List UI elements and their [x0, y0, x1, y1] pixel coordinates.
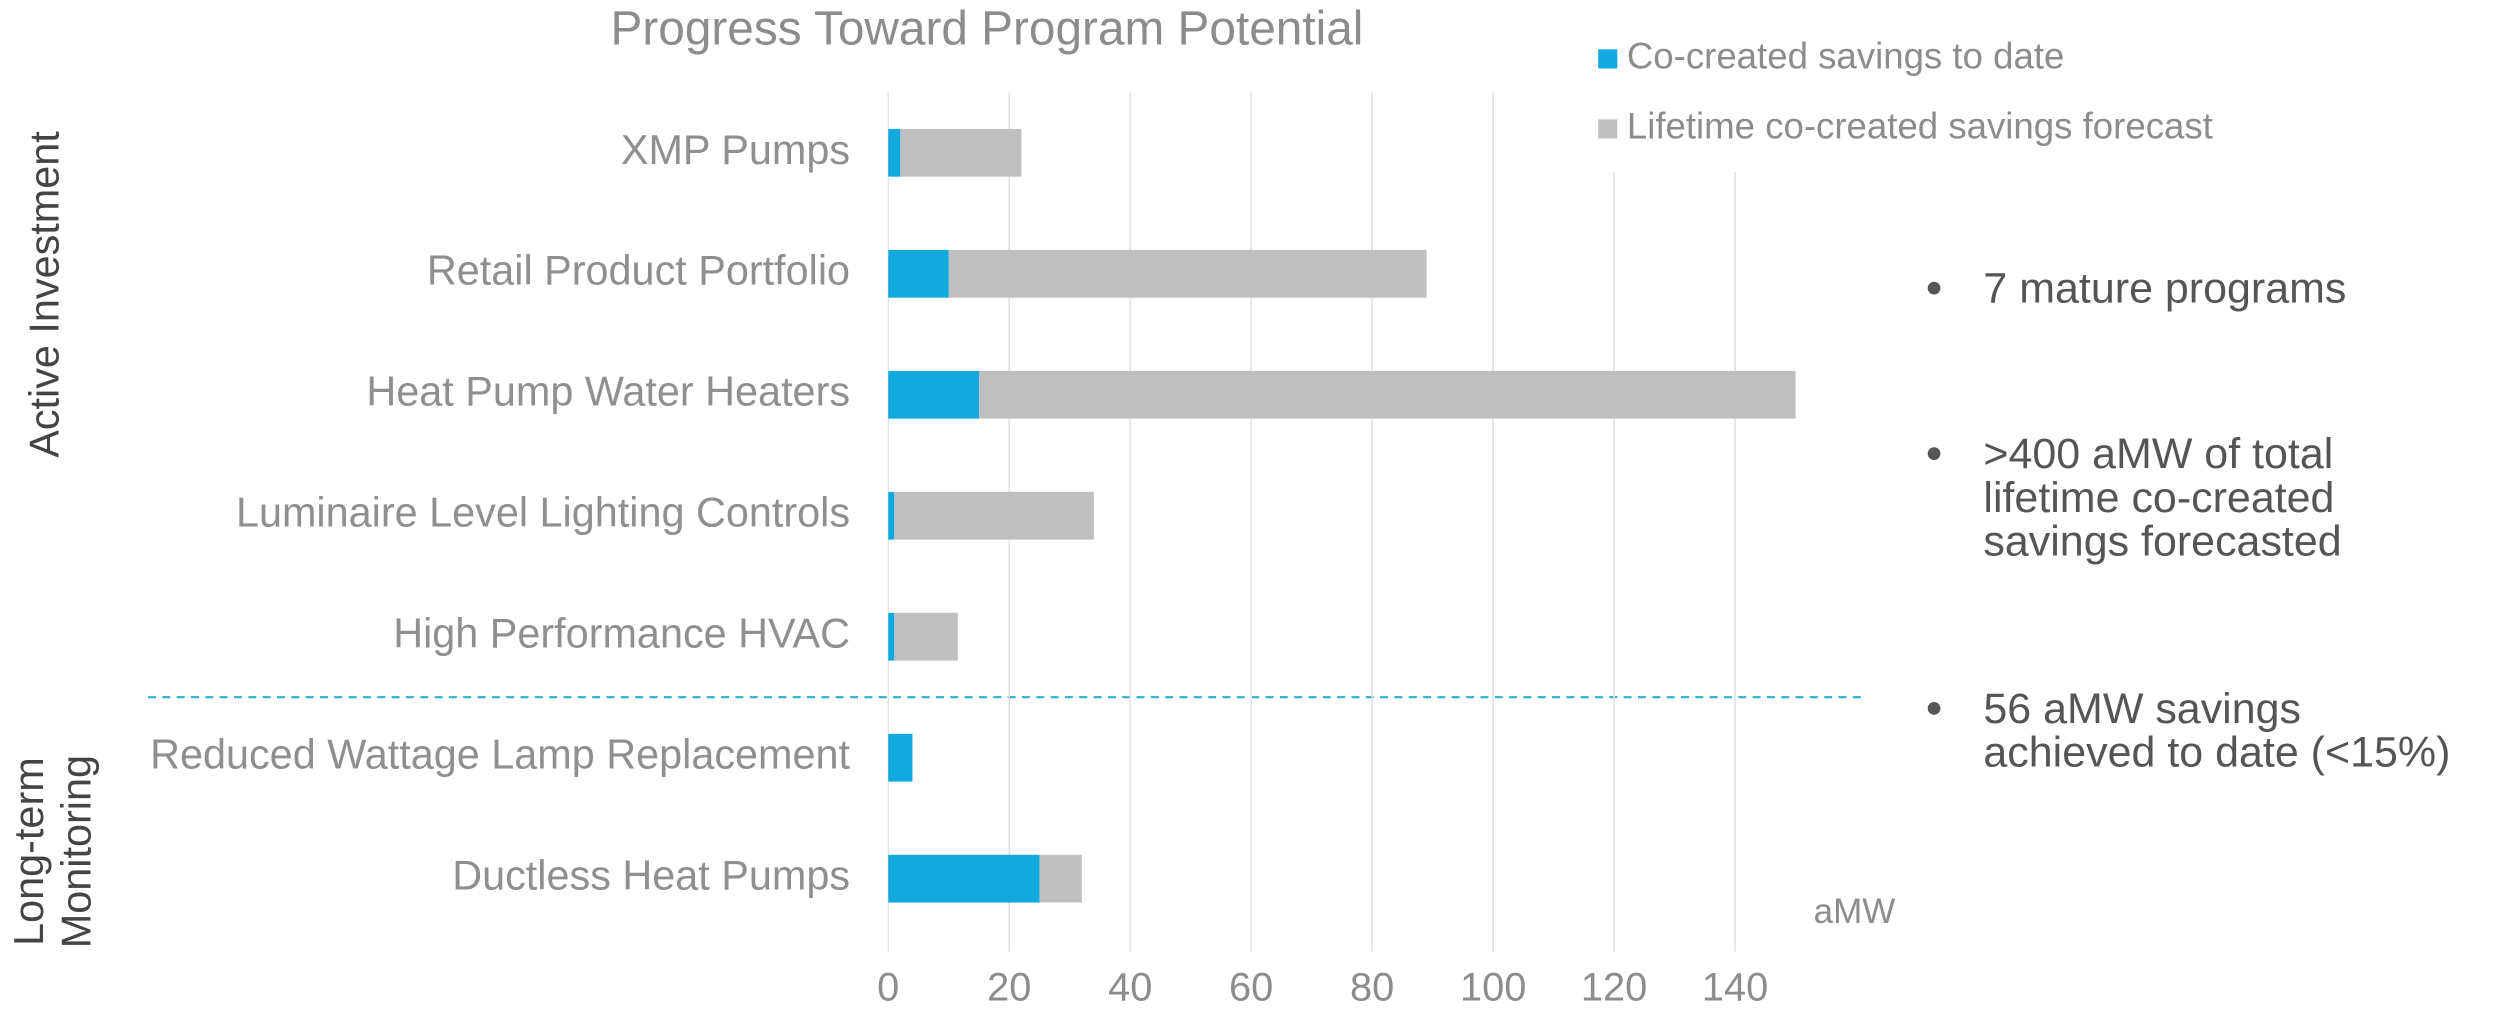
bullet [1927, 701, 1941, 715]
x-tick-label: 20 [987, 966, 1031, 1010]
note-text: savings forecasted [1983, 518, 2341, 566]
x-tick-label: 40 [1108, 966, 1152, 1010]
bar-segment [888, 733, 913, 782]
note-text: 7 mature programs [1983, 265, 2346, 313]
bar-segment [888, 249, 949, 298]
x-tick-label: 80 [1350, 966, 1394, 1010]
bullet [1927, 447, 1941, 461]
y-tick-label: Ductless Heat Pumps [452, 853, 850, 899]
note-text: lifetime co-created [1983, 474, 2334, 522]
bar-segment [894, 612, 958, 661]
x-axis-label: aMW [1814, 892, 1896, 931]
x-tick-label: 140 [1702, 966, 1768, 1010]
note-text: achieved to date (<15%) [1983, 729, 2450, 777]
legend-label: Co-created savings to date [1627, 36, 2065, 77]
group-label: Monitoring [54, 755, 100, 948]
bar-segment [900, 128, 1022, 177]
legend-label: Lifetime co-created savings forecast [1627, 106, 2213, 147]
bar-segment [948, 249, 1427, 298]
y-tick-label: XMP Pumps [621, 127, 850, 173]
group-label: Active Investment [22, 131, 68, 458]
y-tick-label: Reduced Wattage Lamp Replacement [150, 732, 850, 778]
bar-segment [1039, 854, 1082, 903]
bullet [1927, 281, 1941, 295]
y-tick-label: High Performance HVAC [393, 611, 850, 657]
group-label: Long-term [6, 757, 52, 946]
x-tick-label: 60 [1229, 966, 1273, 1010]
y-tick-label: Luminaire Level Lighting Controls [236, 490, 850, 536]
x-tick-label: 0 [877, 966, 899, 1010]
legend-backdrop [1585, 28, 2286, 172]
chart-title: Progress Toward Program Potential [611, 2, 1364, 55]
x-tick-label: 120 [1581, 966, 1647, 1010]
bar-segment [888, 854, 1040, 903]
bar-segment [888, 612, 895, 661]
x-tick-label: 100 [1460, 966, 1526, 1010]
bar-segment [888, 370, 979, 419]
note-text: 56 aMW savings [1983, 685, 2301, 733]
y-tick-label: Retail Product Portfolio [427, 248, 850, 294]
bar-segment [888, 128, 901, 177]
bar-segment [888, 491, 895, 540]
note-text: >400 aMW of total [1983, 430, 2333, 478]
legend-swatch [1598, 49, 1618, 69]
bar-segment [978, 370, 1796, 419]
y-tick-label: Heat Pump Water Heaters [366, 369, 850, 415]
bar-segment [894, 491, 1094, 540]
legend-swatch [1598, 119, 1618, 139]
